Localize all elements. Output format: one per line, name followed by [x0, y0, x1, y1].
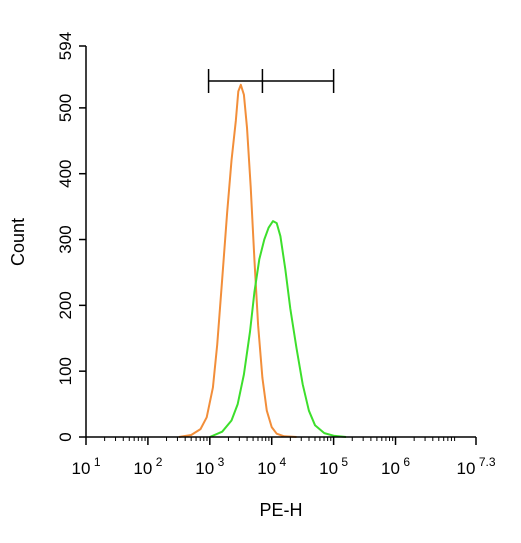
series-line-2: [209, 220, 347, 438]
y-tick-label-4: 400: [56, 160, 75, 188]
y-tick-label-5: 500: [56, 94, 75, 122]
series-layer: [178, 83, 347, 438]
y-tick-label-3: 300: [56, 225, 75, 253]
series-line-1: [178, 83, 297, 438]
x-tick-label-5: 10 6: [381, 455, 410, 478]
x-tick-label-2: 10 3: [195, 455, 224, 478]
y-ticks: 0 100 200 300 400 500 594: [56, 32, 86, 442]
x-tick-label-0: 10 1: [72, 455, 101, 478]
x-ticks: 10 1 10 2 10 3 10 4 10 5 10 6 10 7.3: [72, 437, 496, 478]
y-tick-label-6: 594: [56, 32, 75, 60]
y-tick-label-1: 100: [56, 357, 75, 385]
x-tick-label-4: 10 5: [319, 455, 348, 478]
y-tick-label-0: 0: [56, 432, 75, 441]
gate-marker: [207, 69, 335, 93]
x-axis-title: PE-H: [259, 500, 302, 520]
x-tick-label-6: 10 7.3: [457, 455, 496, 478]
x-tick-label-3: 10 4: [257, 455, 286, 478]
y-axis-title: Count: [8, 218, 28, 266]
y-tick-label-2: 200: [56, 291, 75, 319]
x-tick-label-1: 10 2: [133, 455, 162, 478]
